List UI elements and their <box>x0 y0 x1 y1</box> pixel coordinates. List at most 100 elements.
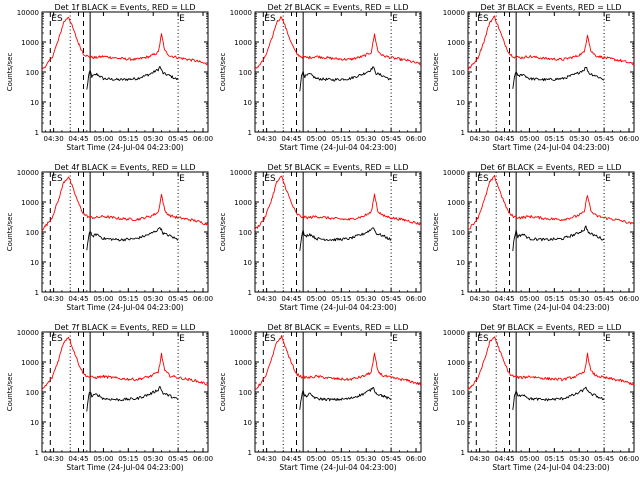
y-axis-label: Counts/sec <box>219 53 227 92</box>
x-tick-label: 04:45 <box>68 295 88 303</box>
x-tick-label: 05:00 <box>93 455 113 463</box>
panel-title: Det 4f BLACK = Events, RED = LLD <box>54 163 195 172</box>
marker-label: ES <box>477 174 489 184</box>
y-tick-label: 100 <box>239 229 252 237</box>
series-events <box>86 227 179 251</box>
panel-title: Det 2f BLACK = Events, RED = LLD <box>267 3 408 12</box>
marker-label: E <box>179 14 185 24</box>
y-axis-label: Counts/sec <box>219 213 227 252</box>
x-tick-label: 04:30 <box>44 455 64 463</box>
marker-label: ES <box>51 334 63 344</box>
x-tick-label: 04:45 <box>494 455 514 463</box>
y-tick-label: 100 <box>26 229 39 237</box>
series-events <box>299 387 392 410</box>
x-tick-label: 05:45 <box>594 135 614 143</box>
series-lld <box>254 335 422 391</box>
y-tick-label: 1 <box>35 289 39 297</box>
panel-title: Det 6f BLACK = Events, RED = LLD <box>480 163 621 172</box>
y-axis-label: Counts/sec <box>432 53 440 92</box>
y-tick-label: 10000 <box>17 329 39 337</box>
x-tick-label: 06:00 <box>193 295 213 303</box>
x-tick-label: 05:45 <box>168 455 188 463</box>
plot-frame <box>41 171 209 293</box>
x-tick-label: 06:00 <box>619 135 639 143</box>
x-tick-label: 05:15 <box>544 135 564 143</box>
panel-det-2: Det 2f BLACK = Events, RED = LLD 1 10 100 10… <box>219 3 426 152</box>
x-axis-label: Start Time (24-Jul-04 04:23:00) <box>492 463 609 472</box>
panel-det-8: Det 8f BLACK = Events, RED = LLD 1 10 100 10… <box>219 323 426 472</box>
y-tick-label: 10 <box>456 99 465 107</box>
marker-label: E <box>605 174 611 184</box>
marker-label: E <box>605 334 611 344</box>
y-tick-label: 10000 <box>230 329 252 337</box>
y-tick-label: 1000 <box>234 199 252 207</box>
x-axis-label: Start Time (24-Jul-04 04:23:00) <box>66 143 183 152</box>
y-tick-label: 10000 <box>443 329 465 337</box>
y-tick-label: 10 <box>30 259 39 267</box>
x-tick-label: 04:30 <box>257 455 277 463</box>
y-tick-label: 100 <box>239 389 252 397</box>
x-tick-label: 05:00 <box>519 455 539 463</box>
x-tick-label: 04:45 <box>281 455 301 463</box>
plot-frame <box>254 11 422 133</box>
y-axis-label: Counts/sec <box>219 373 227 412</box>
panel-det-4: Det 4f BLACK = Events, RED = LLD 1 10 100 10… <box>6 163 213 312</box>
y-tick-label: 1 <box>461 129 465 137</box>
y-tick-label: 10 <box>243 259 252 267</box>
panel-title: Det 7f BLACK = Events, RED = LLD <box>54 323 195 332</box>
y-tick-label: 10000 <box>17 9 39 17</box>
y-tick-label: 10 <box>243 419 252 427</box>
y-tick-label: 1000 <box>447 39 465 47</box>
x-tick-label: 05:45 <box>168 295 188 303</box>
x-tick-label: 06:00 <box>193 455 213 463</box>
x-tick-label: 05:00 <box>306 295 326 303</box>
x-tick-label: 04:30 <box>470 135 490 143</box>
x-axis-label: Start Time (24-Jul-04 04:23:00) <box>279 303 396 312</box>
series-events <box>512 225 605 252</box>
marker-label: E <box>392 14 398 24</box>
x-tick-label: 06:00 <box>619 455 639 463</box>
series-lld <box>41 336 209 391</box>
marker-label: ES <box>264 334 276 344</box>
x-axis-label: Start Time (24-Jul-04 04:23:00) <box>66 303 183 312</box>
y-tick-label: 10 <box>456 259 465 267</box>
y-tick-label: 100 <box>452 229 465 237</box>
series-lld <box>41 16 209 71</box>
x-tick-label: 05:45 <box>594 455 614 463</box>
y-tick-label: 1 <box>35 449 39 457</box>
y-tick-label: 10000 <box>443 169 465 177</box>
x-tick-label: 05:45 <box>381 135 401 143</box>
series-events <box>512 66 605 89</box>
series-events <box>512 386 605 410</box>
y-axis-label: Counts/sec <box>6 53 14 92</box>
x-tick-label: 04:30 <box>257 135 277 143</box>
x-tick-label: 06:00 <box>406 455 426 463</box>
y-tick-label: 1000 <box>21 39 39 47</box>
marker-label: E <box>392 174 398 184</box>
panel-title: Det 9f BLACK = Events, RED = LLD <box>480 323 621 332</box>
x-tick-label: 04:45 <box>494 295 514 303</box>
plot-frame <box>41 11 209 133</box>
x-tick-label: 05:45 <box>381 295 401 303</box>
x-tick-label: 04:30 <box>257 295 277 303</box>
y-tick-label: 1000 <box>447 359 465 367</box>
marker-label: E <box>179 174 185 184</box>
y-tick-label: 100 <box>26 389 39 397</box>
x-tick-label: 05:30 <box>143 455 163 463</box>
panel-title: Det 8f BLACK = Events, RED = LLD <box>267 323 408 332</box>
y-tick-label: 1 <box>35 129 39 137</box>
series-events <box>299 227 392 251</box>
x-tick-label: 05:30 <box>569 135 589 143</box>
x-tick-label: 05:00 <box>93 295 113 303</box>
series-lld <box>467 174 635 230</box>
y-tick-label: 10000 <box>443 9 465 17</box>
marker-label: E <box>179 334 185 344</box>
series-lld <box>467 336 635 390</box>
x-tick-label: 05:45 <box>594 295 614 303</box>
x-tick-label: 04:45 <box>494 135 514 143</box>
x-tick-label: 05:30 <box>356 455 376 463</box>
y-tick-label: 100 <box>26 69 39 77</box>
x-tick-label: 06:00 <box>193 135 213 143</box>
y-tick-label: 10 <box>456 419 465 427</box>
